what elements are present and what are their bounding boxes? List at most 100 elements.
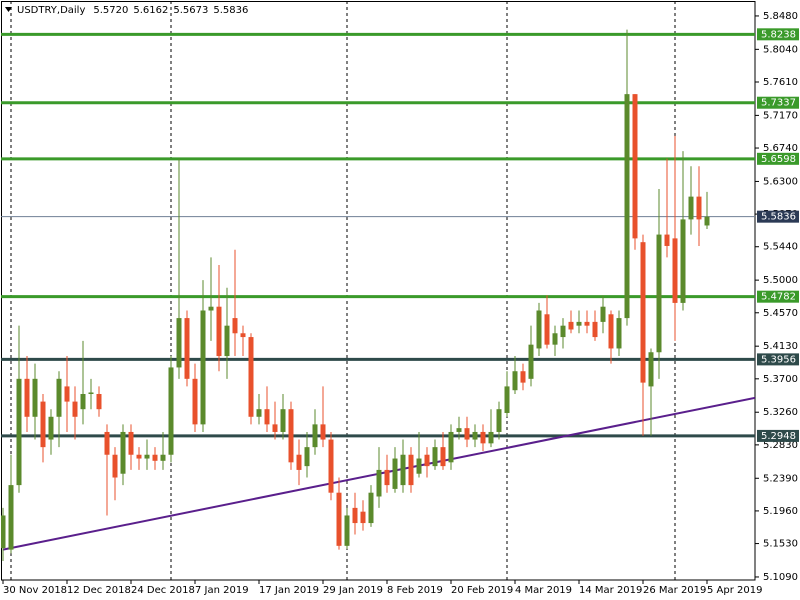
candle-body xyxy=(152,454,158,461)
x-tick-label: 4 Mar 2019 xyxy=(515,585,572,596)
candle-body xyxy=(448,431,454,463)
x-tick-label: 24 Dec 2018 xyxy=(131,585,195,596)
y-tick-label: 5.4130 xyxy=(763,341,798,352)
x-tick-label: 30 Nov 2018 xyxy=(3,585,67,596)
candle-body xyxy=(392,458,398,489)
candle-body xyxy=(352,507,358,524)
candle-body xyxy=(592,321,598,338)
candle-body xyxy=(408,454,414,486)
candle-body xyxy=(464,428,470,440)
candle-body xyxy=(16,378,22,486)
candle-body xyxy=(176,318,182,368)
candle-body xyxy=(584,321,590,326)
level-label: 5.2948 xyxy=(761,431,796,442)
candle-body xyxy=(440,447,446,467)
candle-body xyxy=(656,234,662,353)
candle-body xyxy=(520,371,526,383)
candle-body xyxy=(608,314,614,349)
candle-body xyxy=(616,318,622,349)
candle-body xyxy=(104,431,110,455)
candle-body xyxy=(704,216,710,226)
x-tick-label: 12 Dec 2018 xyxy=(67,585,131,596)
x-tick-label: 8 Feb 2019 xyxy=(387,585,443,596)
candle-body xyxy=(416,458,422,474)
candle-body xyxy=(360,511,366,524)
candle-body xyxy=(208,306,214,311)
candle-body xyxy=(496,409,502,432)
candle-body xyxy=(368,492,374,524)
candle-body xyxy=(432,447,438,467)
level-box xyxy=(757,28,799,41)
candle-body xyxy=(632,94,638,239)
x-tick-label: 7 Jan 2019 xyxy=(195,585,249,596)
candle-body xyxy=(328,439,334,493)
candle-body xyxy=(232,318,238,334)
candle-body xyxy=(552,333,558,345)
y-tick-label: 5.6740 xyxy=(763,143,798,154)
y-tick-label: 5.3260 xyxy=(763,407,798,418)
candle-body xyxy=(576,321,582,326)
candle-body xyxy=(224,325,230,357)
candle-body xyxy=(624,94,630,319)
level-label: 5.6598 xyxy=(761,154,796,165)
y-tick-label: 5.6300 xyxy=(763,176,798,187)
level-box xyxy=(757,353,799,366)
candle-body xyxy=(1,515,6,549)
candle-body xyxy=(512,371,518,391)
candle-body xyxy=(64,386,70,402)
y-tick-label: 5.1960 xyxy=(763,506,798,517)
menu-arrow[interactable] xyxy=(5,7,12,12)
y-tick-label: 5.1090 xyxy=(763,572,798,583)
current-price-box xyxy=(757,210,799,223)
candle-body xyxy=(312,424,318,448)
candle-body xyxy=(344,515,350,546)
header: USDTRY,Daily 5.5720 5.6162 5.5673 5.5836 xyxy=(17,5,248,16)
y-tick-label: 5.7610 xyxy=(763,77,798,88)
y-tick-label: 5.2830 xyxy=(763,440,798,451)
candle-body xyxy=(112,454,118,478)
y-tick-label: 5.8040 xyxy=(763,44,798,55)
candle-body xyxy=(680,219,686,303)
candle-body xyxy=(536,310,542,349)
y-tick-label: 5.5000 xyxy=(763,275,798,286)
x-tick-label: 26 Mar 2019 xyxy=(643,585,706,596)
candle-body xyxy=(40,401,46,448)
level-label: 5.4782 xyxy=(761,292,796,303)
candle-body xyxy=(424,454,430,467)
y-tick-label: 5.3700 xyxy=(763,374,798,385)
candle-body xyxy=(384,469,390,486)
candle-body xyxy=(168,367,174,455)
x-tick-label: 17 Jan 2019 xyxy=(259,585,319,596)
candle-body xyxy=(8,485,14,550)
candle-body xyxy=(144,454,150,459)
candle-body xyxy=(648,352,654,387)
quote-open: 5.5720 xyxy=(93,5,128,16)
y-tick-label: 5.2390 xyxy=(763,473,798,484)
level-box xyxy=(757,429,799,442)
quote-high: 5.6162 xyxy=(133,5,168,16)
candle-body xyxy=(544,314,550,345)
candle-body xyxy=(88,392,94,395)
candle-body xyxy=(288,409,294,463)
candle-body xyxy=(400,454,406,486)
candle-body xyxy=(200,310,206,425)
candle-body xyxy=(192,378,198,425)
candle-body xyxy=(600,306,606,322)
candle-body xyxy=(160,454,166,461)
candle-body xyxy=(488,431,494,444)
candle-body xyxy=(296,454,302,470)
candle-body xyxy=(560,325,566,338)
candle-body xyxy=(96,394,102,410)
y-tick-label: 5.5440 xyxy=(763,242,798,253)
current-price-label: 5.5836 xyxy=(761,212,796,223)
x-tick-label: 20 Feb 2019 xyxy=(451,585,513,596)
x-tick-label: 29 Jan 2019 xyxy=(323,585,383,596)
candle-body xyxy=(640,242,646,383)
candle-body xyxy=(264,409,270,425)
candle-body xyxy=(136,454,142,459)
candle-body xyxy=(528,344,534,379)
candle-body xyxy=(216,306,222,357)
candle-body xyxy=(568,321,574,330)
candle-body xyxy=(120,431,126,474)
